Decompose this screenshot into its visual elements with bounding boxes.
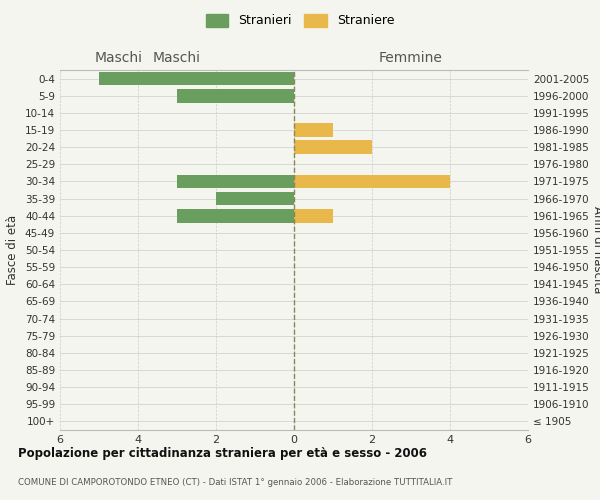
- Bar: [99, 72, 294, 86]
- Bar: [177, 174, 294, 188]
- Legend: Stranieri, Straniere: Stranieri, Straniere: [201, 8, 399, 32]
- Bar: [294, 123, 333, 137]
- Y-axis label: Anni di nascita: Anni di nascita: [590, 206, 600, 294]
- Text: Maschi: Maschi: [153, 51, 201, 65]
- Text: Femmine: Femmine: [379, 51, 443, 65]
- Text: COMUNE DI CAMPOROTONDO ETNEO (CT) - Dati ISTAT 1° gennaio 2006 - Elaborazione TU: COMUNE DI CAMPOROTONDO ETNEO (CT) - Dati…: [18, 478, 452, 487]
- Bar: [294, 174, 450, 188]
- Y-axis label: Fasce di età: Fasce di età: [7, 215, 19, 285]
- Bar: [294, 209, 333, 222]
- Bar: [177, 209, 294, 222]
- Bar: [177, 89, 294, 102]
- Bar: [216, 192, 294, 205]
- Text: Maschi: Maschi: [95, 51, 143, 65]
- Bar: [294, 140, 372, 154]
- Text: Popolazione per cittadinanza straniera per età e sesso - 2006: Popolazione per cittadinanza straniera p…: [18, 448, 427, 460]
